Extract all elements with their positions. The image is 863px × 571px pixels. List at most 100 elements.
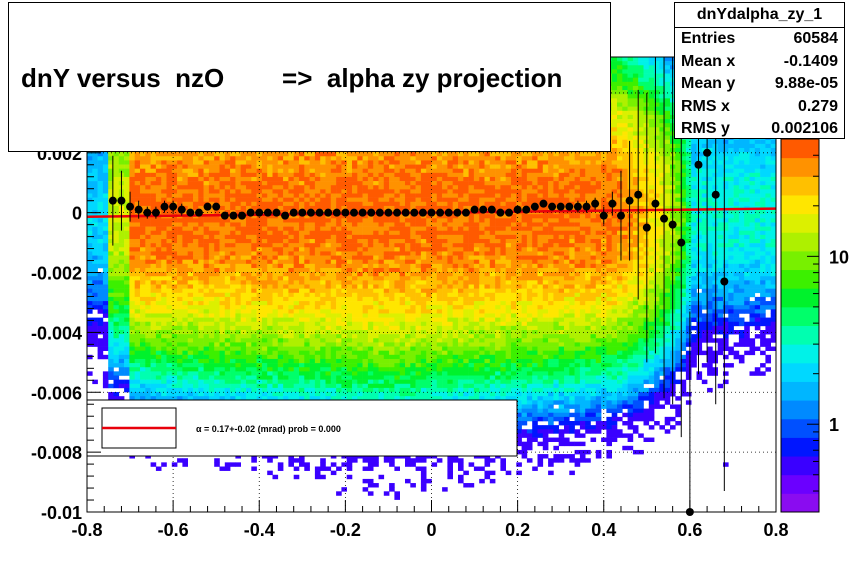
heatmap-cell — [113, 168, 120, 174]
heatmap-cell — [357, 243, 363, 248]
heatmap-cell — [134, 321, 141, 327]
heatmap-cell — [129, 276, 135, 281]
heatmap-cell — [140, 363, 146, 368]
heatmap-cell — [161, 234, 167, 240]
heatmap-cell — [283, 218, 289, 223]
heatmap-cell — [118, 259, 125, 265]
heatmap-cell — [346, 474, 353, 480]
heatmap-cell — [256, 164, 263, 169]
heatmap-cell — [277, 251, 284, 256]
heatmap-cell — [256, 160, 263, 165]
heatmap-cell — [314, 387, 321, 393]
heatmap-cell — [341, 462, 347, 467]
heatmap-cell — [261, 375, 268, 380]
heatmap-cell — [288, 156, 294, 161]
heatmap-cell — [288, 301, 294, 306]
heatmap-cell — [230, 259, 236, 265]
heatmap-cell — [193, 363, 199, 368]
heatmap-cell — [214, 462, 220, 467]
heatmap-cell — [208, 396, 215, 401]
heatmap-cell — [214, 358, 220, 364]
heatmap-cell — [304, 218, 310, 223]
heatmap-cell — [330, 226, 337, 232]
heatmap-cell — [129, 263, 135, 269]
heatmap-cell — [277, 210, 284, 215]
heatmap-cell — [187, 193, 194, 198]
heatmap-cell — [309, 280, 316, 285]
heatmap-cell — [235, 197, 241, 203]
heatmap-cell — [150, 181, 157, 186]
heatmap-cell — [362, 292, 369, 298]
heatmap-cell — [352, 193, 358, 198]
heatmap-cell — [208, 284, 215, 289]
heatmap-cell — [134, 371, 141, 376]
heatmap-cell — [208, 363, 215, 368]
heatmap-cell — [87, 354, 93, 360]
heatmap-cell — [198, 305, 204, 310]
heatmap-cell — [140, 309, 146, 314]
heatmap-cell — [214, 276, 220, 281]
heatmap-cell — [102, 313, 109, 318]
heatmap-cell — [113, 325, 120, 331]
heatmap-cell — [230, 396, 236, 401]
heatmap-cell — [314, 152, 321, 157]
heatmap-cell — [267, 325, 273, 331]
heatmap-cell — [336, 288, 342, 294]
heatmap-cell — [203, 338, 210, 343]
heatmap-cell — [261, 309, 268, 314]
heatmap-cell — [124, 164, 130, 169]
heatmap-cell — [341, 185, 347, 190]
heatmap-cell — [362, 255, 369, 260]
heatmap-cell — [145, 313, 151, 318]
heatmap-cell — [277, 392, 284, 397]
heatmap-cell — [97, 259, 104, 265]
heatmap-cell — [129, 321, 135, 327]
heatmap-cell — [299, 392, 305, 397]
heatmap-cell — [320, 214, 326, 219]
heatmap-cell — [102, 346, 109, 351]
heatmap-cell — [208, 218, 215, 223]
heatmap-cell — [267, 189, 273, 194]
heatmap-cell — [87, 272, 93, 277]
heatmap-cell — [277, 296, 284, 302]
heatmap-cell — [346, 247, 353, 252]
heatmap-cell — [219, 152, 226, 157]
heatmap-cell — [150, 164, 157, 169]
heatmap-cell — [193, 375, 199, 380]
heatmap-cell — [272, 309, 279, 314]
heatmap-cell — [256, 176, 263, 182]
heatmap-cell — [235, 267, 241, 273]
heatmap-cell — [299, 185, 305, 190]
heatmap-cell — [161, 383, 167, 389]
heatmap-cell — [150, 325, 157, 331]
heatmap-cell — [341, 296, 347, 302]
heatmap-cell — [193, 387, 199, 393]
heatmap-cell — [134, 243, 141, 248]
heatmap-cell — [140, 292, 146, 298]
heatmap-cell — [219, 276, 226, 281]
heatmap-cell — [108, 276, 114, 281]
heatmap-cell — [140, 383, 146, 389]
heatmap-cell — [346, 458, 353, 463]
heatmap-cell — [283, 263, 289, 269]
heatmap-cell — [198, 350, 204, 356]
heatmap-cell — [108, 342, 114, 347]
heatmap-cell — [161, 358, 167, 364]
heatmap-cell — [235, 296, 241, 302]
heatmap-cell — [362, 222, 369, 227]
heatmap-cell — [140, 379, 146, 385]
heatmap-cell — [235, 189, 241, 194]
heatmap-cell — [187, 346, 194, 351]
heatmap-cell — [352, 301, 358, 306]
heatmap-cell — [177, 239, 183, 244]
heatmap-cell — [97, 164, 104, 169]
heatmap-cell — [171, 375, 178, 380]
heatmap-cell — [113, 185, 120, 190]
heatmap-cell — [367, 330, 374, 335]
heatmap-cell — [251, 342, 257, 347]
heatmap-cell — [113, 392, 120, 397]
heatmap-cell — [277, 317, 284, 323]
heatmap-cell — [219, 305, 226, 310]
heatmap-cell — [129, 284, 135, 289]
heatmap-cell — [330, 272, 337, 277]
